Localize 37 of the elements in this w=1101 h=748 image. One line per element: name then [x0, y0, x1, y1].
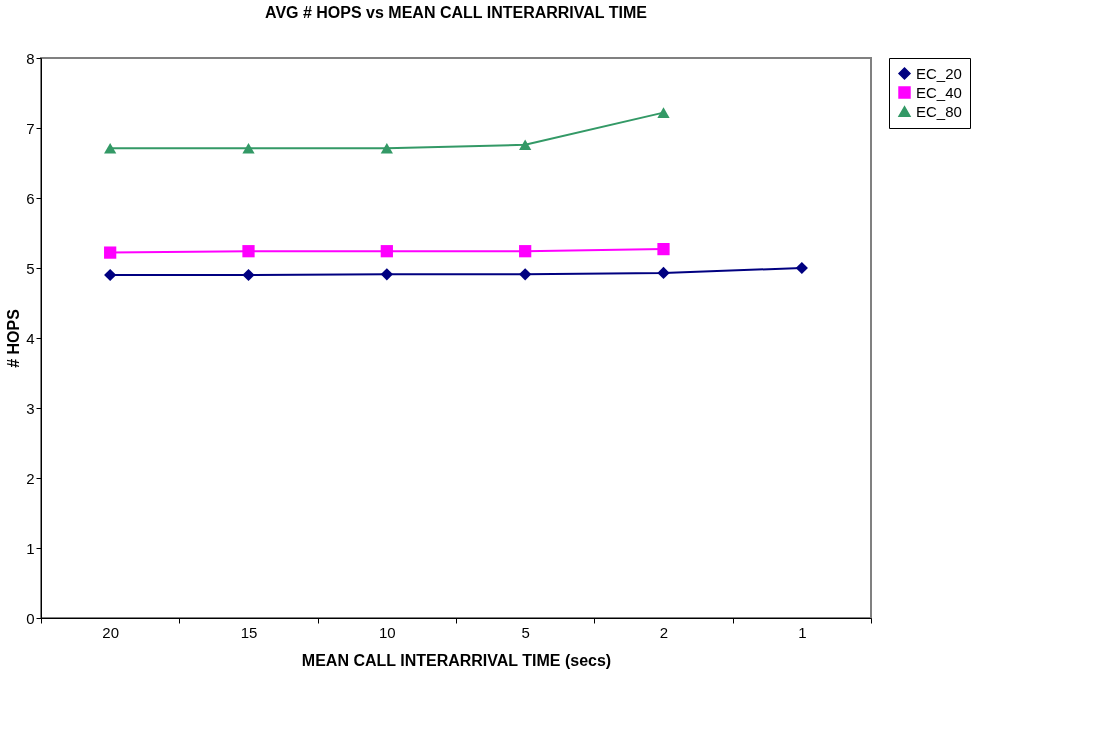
point [519, 268, 532, 281]
y-axis-title: # HOPS [5, 308, 23, 368]
point [519, 245, 532, 258]
point [242, 245, 255, 258]
x-axis-title: MEAN CALL INTERARRIVAL TIME (secs) [301, 651, 612, 669]
y-tick-label: 7 [26, 119, 35, 137]
legend-label: EC_40 [916, 83, 962, 101]
x-tick-label: 5 [521, 623, 530, 641]
y-tick-label: 1 [26, 539, 35, 557]
point [795, 261, 808, 275]
x-tick-label: 15 [240, 623, 258, 641]
chart-title: AVG # HOPS vs MEAN CALL INTERARRIVAL TIME [265, 4, 648, 21]
point [657, 107, 670, 118]
point [242, 143, 255, 154]
point [657, 266, 670, 280]
x-tick-label: 1 [798, 623, 807, 641]
point [657, 242, 670, 256]
point [104, 246, 117, 259]
x-tick-label: 10 [378, 623, 396, 641]
x-tick-label: 20 [102, 623, 120, 641]
x-tick-label: 2 [659, 623, 669, 641]
point [104, 268, 117, 282]
point [380, 143, 393, 154]
y-tick-label: 4 [26, 329, 35, 347]
y-tick-label: 5 [26, 259, 35, 277]
legend-label: EC_80 [916, 102, 962, 120]
point [519, 139, 532, 151]
point [104, 143, 117, 154]
point [380, 268, 393, 281]
y-tick-label: 6 [26, 189, 35, 207]
point [242, 268, 255, 282]
y-tick-label: 0 [26, 609, 35, 627]
y-tick-label: 3 [26, 399, 35, 417]
y-tick-label: 8 [26, 49, 35, 67]
y-tick-label: 2 [26, 469, 35, 487]
point [380, 245, 393, 258]
legend-label: EC_20 [916, 64, 962, 82]
